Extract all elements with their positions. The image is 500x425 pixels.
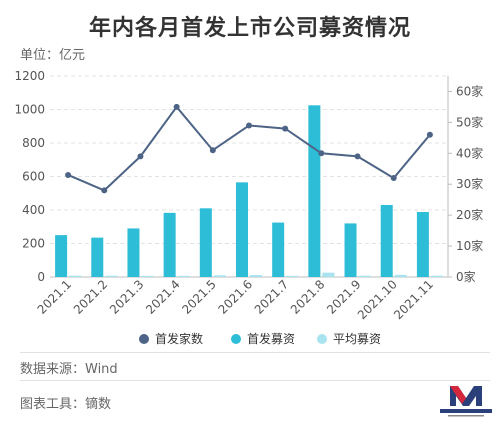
bar-首发募资 <box>91 237 104 277</box>
bar-首发募资 <box>55 235 68 277</box>
point-首发家数 <box>354 153 361 160</box>
left-axis-tick-label: 600 <box>22 170 45 184</box>
legend-swatch <box>231 334 241 344</box>
point-首发家数 <box>173 103 180 110</box>
bar-首发募资 <box>272 222 285 277</box>
point-首发家数 <box>426 131 433 138</box>
bar-平均募资 <box>250 274 262 277</box>
bar-首发募资 <box>163 212 176 277</box>
right-axis-tick-label: 50家 <box>456 114 483 129</box>
divider-bottom <box>20 380 490 381</box>
bar-首发募资 <box>416 212 429 277</box>
bar-首发募资 <box>236 182 248 277</box>
bar-平均募资 <box>286 275 299 277</box>
left-axis-tick-label: 400 <box>22 203 45 217</box>
left-axis-tick-label: 1200 <box>14 69 45 83</box>
legend-label: 平均募资 <box>333 332 381 346</box>
bar-首发募资 <box>127 228 140 277</box>
point-首发家数 <box>101 187 108 194</box>
right-axis-tick-label: 30家 <box>456 176 483 191</box>
logo-subline <box>448 415 484 417</box>
bar-平均募资 <box>394 274 407 277</box>
x-axis-tick-label: 2021.5 <box>179 277 219 317</box>
left-axis-tick-label: 0 <box>37 270 45 284</box>
tool-label: 图表工具：镝数 <box>20 397 112 412</box>
left-axis-tick-label: 200 <box>22 237 45 251</box>
x-axis-tick-label: 2021.2 <box>71 277 111 317</box>
bar-首发募资 <box>308 105 321 277</box>
unit-label: 单位：亿元 <box>20 48 86 63</box>
right-axis-tick-label: 20家 <box>456 207 483 222</box>
legend-label: 首发募资 <box>247 331 295 346</box>
legend-label: 首发家数 <box>155 331 203 346</box>
bar-平均募资 <box>69 275 82 277</box>
point-首发家数 <box>318 150 325 157</box>
bar-首发募资 <box>199 208 212 277</box>
x-axis-tick-label: 2021.6 <box>216 277 256 317</box>
logo-mark-accent <box>450 386 466 404</box>
line-首发家数 <box>67 105 431 192</box>
point-首发家数 <box>282 125 289 132</box>
source-label: 数据来源：Wind <box>20 362 118 377</box>
bar-首发募资 <box>344 223 357 277</box>
publisher-logo <box>440 386 492 417</box>
bar-平均募资 <box>105 275 118 277</box>
logo-wordmark-bar <box>440 409 492 413</box>
legend-swatch <box>317 334 327 344</box>
right-axis-tick-label: 0家 <box>456 269 476 284</box>
x-axis-tick-label: 2021.3 <box>107 277 147 317</box>
chart-title: 年内各月首发上市公司募资情况 <box>88 16 411 41</box>
right-axis-tick-label: 10家 <box>456 238 483 253</box>
divider-top <box>20 352 490 353</box>
bar-平均募资 <box>177 275 190 277</box>
point-首发家数 <box>390 175 397 182</box>
bar-平均募资 <box>358 275 371 277</box>
point-首发家数 <box>137 153 144 160</box>
bar-平均募资 <box>322 272 335 277</box>
x-axis-tick-label: 2021.4 <box>143 277 183 317</box>
right-axis-tick-label: 40家 <box>456 145 483 160</box>
x-axis-tick-label: 2021.7 <box>252 277 292 317</box>
point-首发家数 <box>246 122 252 129</box>
left-axis-tick-label: 800 <box>22 136 45 150</box>
x-axis-tick-label: 2021.8 <box>288 277 328 317</box>
bar-平均募资 <box>430 275 443 277</box>
x-axis-tick-label: 2021.11 <box>391 277 436 322</box>
bar-平均募资 <box>141 275 154 277</box>
bar-首发募资 <box>380 204 393 277</box>
bar-平均募资 <box>213 275 226 277</box>
left-axis-tick-label: 1000 <box>14 103 45 117</box>
point-首发家数 <box>65 171 72 178</box>
legend-swatch <box>139 334 149 344</box>
right-axis-tick-label: 60家 <box>456 83 483 98</box>
point-首发家数 <box>209 147 216 154</box>
